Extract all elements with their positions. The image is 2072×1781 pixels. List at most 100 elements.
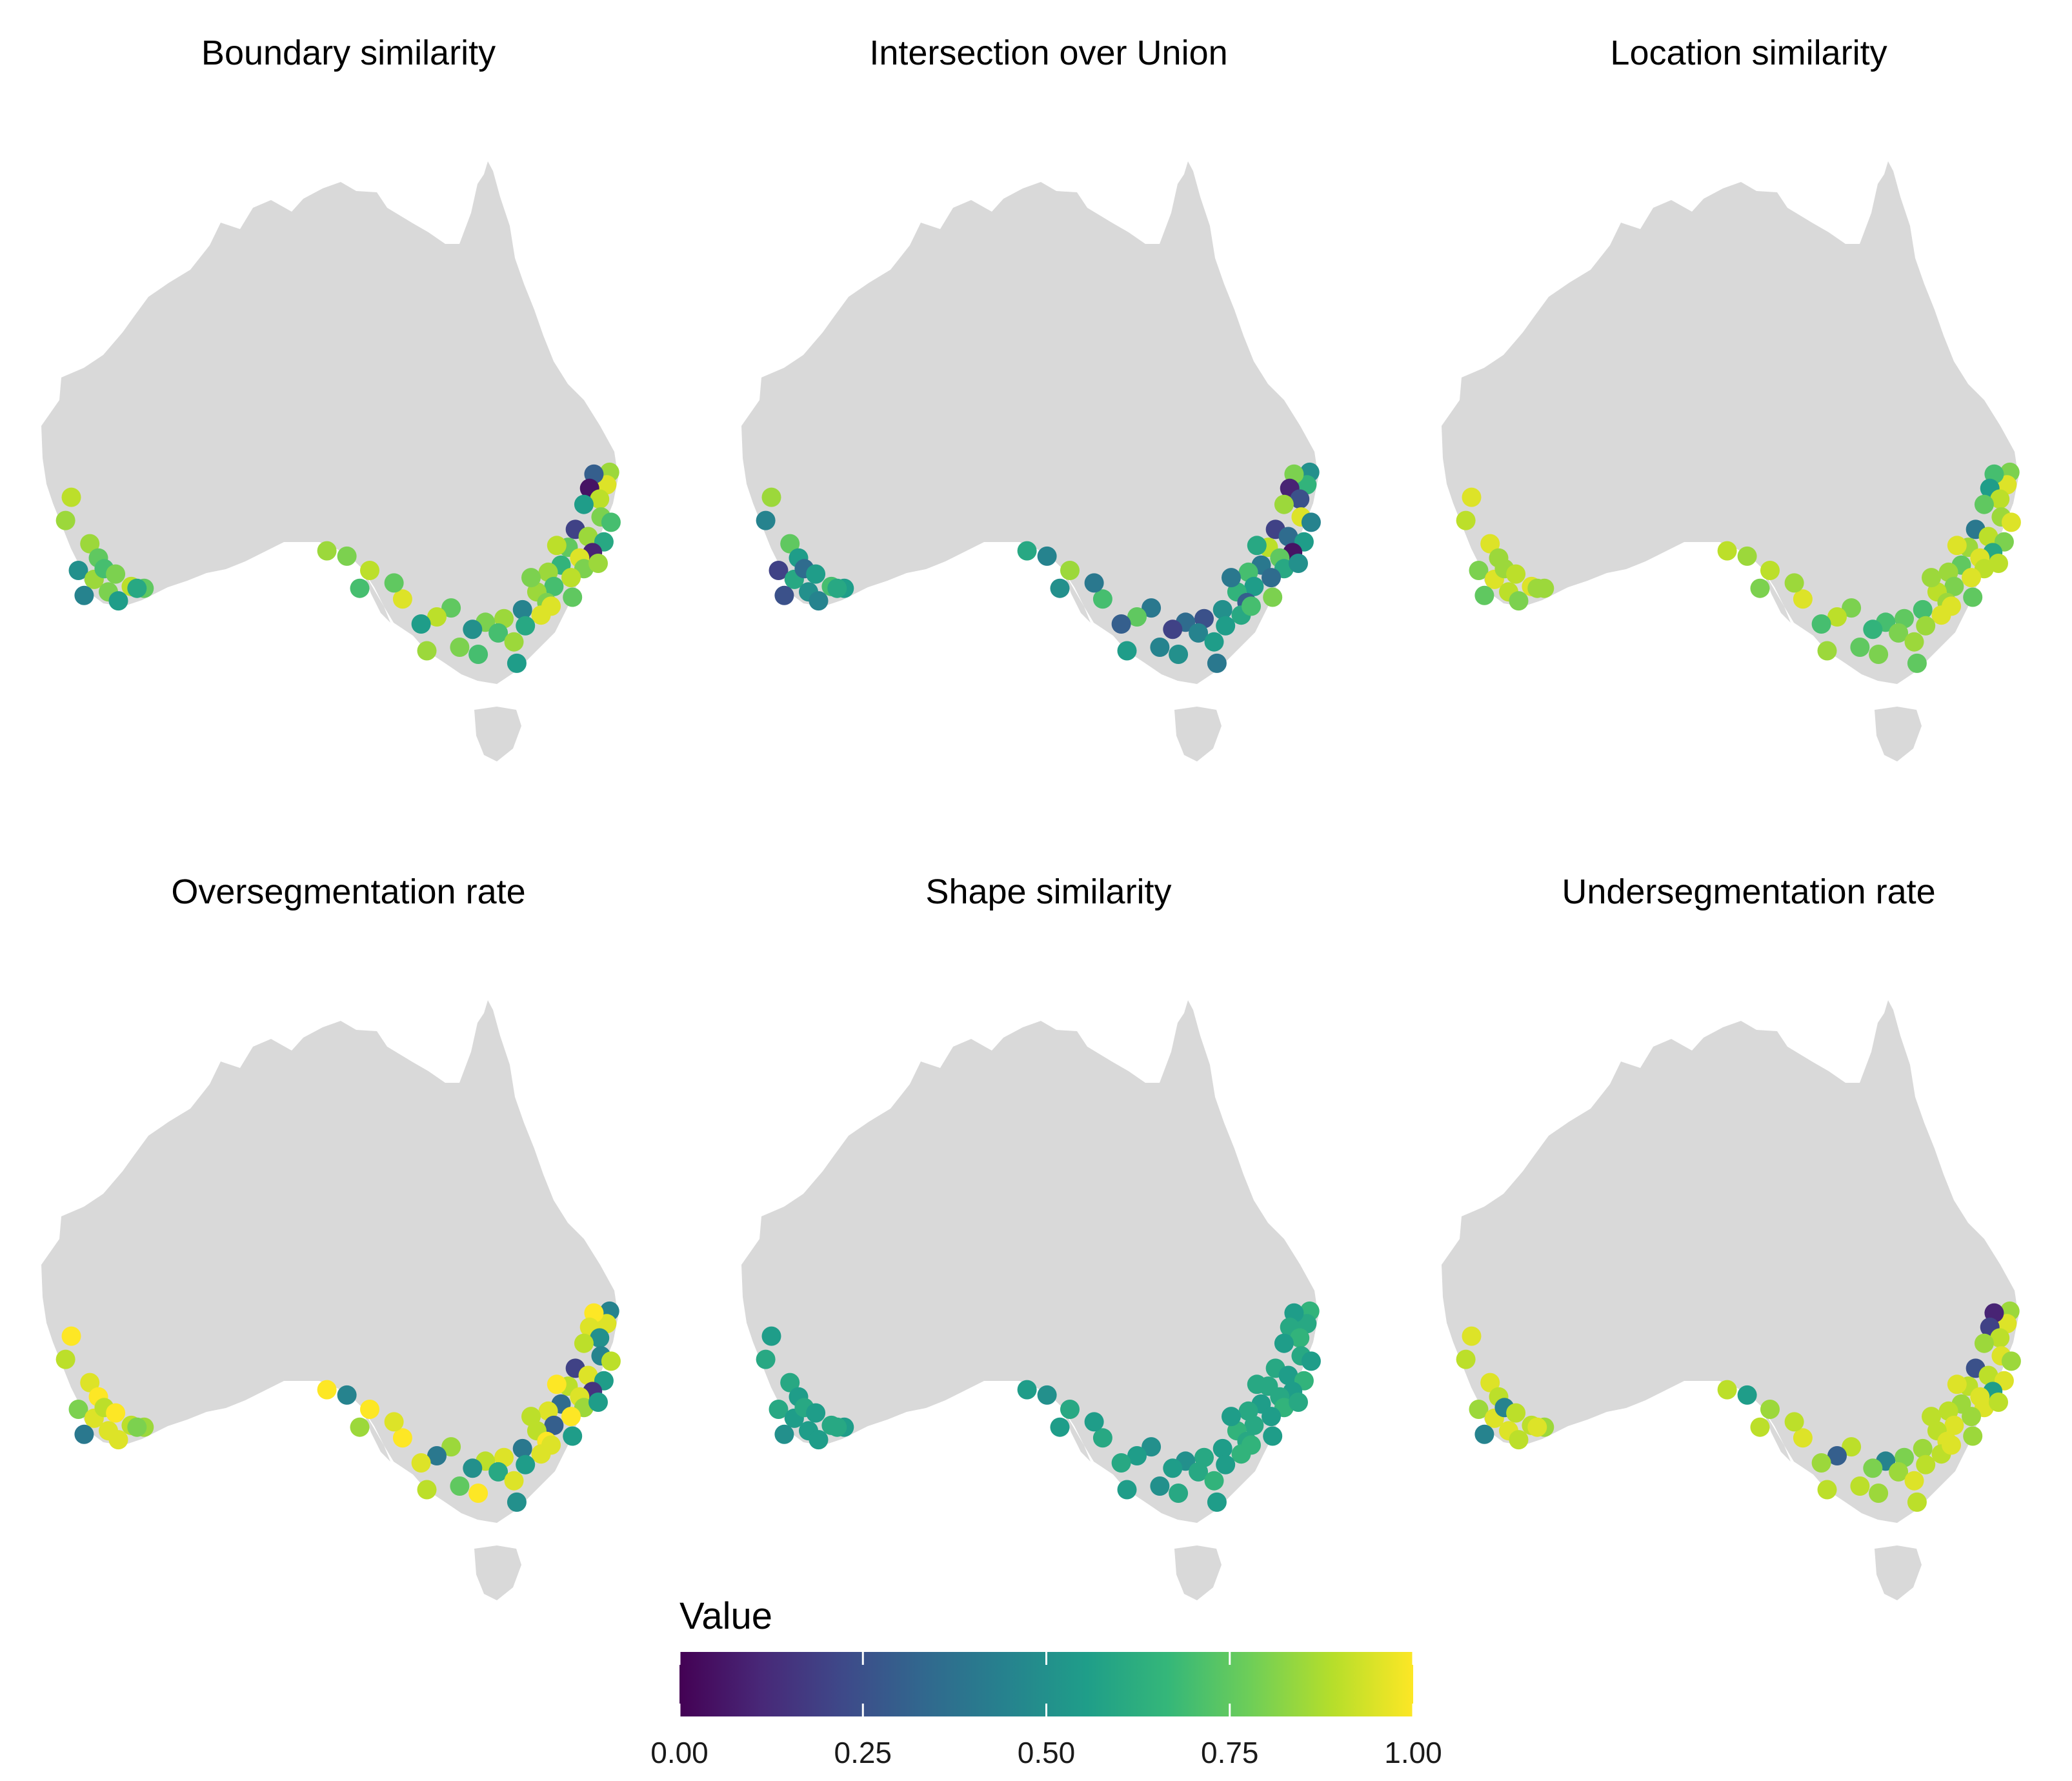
site-point — [1962, 1407, 1981, 1427]
site-point — [1509, 1430, 1529, 1450]
site-point — [1474, 585, 1494, 605]
site-point — [761, 1326, 781, 1346]
site-point — [1297, 475, 1317, 495]
site-point — [2001, 512, 2021, 532]
site-point — [1850, 638, 1870, 657]
legend-title: Value — [679, 1595, 772, 1637]
site-point — [337, 1385, 357, 1405]
site-point — [1212, 1438, 1232, 1458]
site-point — [541, 1435, 561, 1455]
site-point — [1784, 1412, 1804, 1432]
site-point — [574, 1333, 594, 1353]
site-point — [1189, 1462, 1209, 1482]
site-point — [1827, 607, 1847, 627]
map-panel: Location similarity — [1442, 34, 2021, 761]
site-point — [1962, 568, 1981, 588]
site-point — [809, 591, 829, 611]
site-point — [1050, 578, 1070, 598]
site-point — [1247, 536, 1267, 556]
site-point — [1150, 1476, 1170, 1496]
site-point — [488, 623, 508, 643]
site-point — [1793, 589, 1813, 609]
site-point — [61, 1326, 81, 1346]
site-point — [1111, 1453, 1131, 1473]
site-point — [1297, 1314, 1317, 1334]
site-point — [1111, 614, 1131, 634]
site-point — [68, 1400, 88, 1419]
site-point — [127, 578, 147, 598]
site-point — [1947, 536, 1967, 556]
site-point — [1163, 619, 1183, 639]
map-panel: Oversegmentation rate — [41, 872, 621, 1600]
site-point — [561, 568, 581, 588]
site-point — [597, 1314, 617, 1334]
site-point — [1163, 1458, 1183, 1478]
site-point — [1222, 568, 1241, 588]
site-point — [411, 1453, 431, 1473]
legend-tick-label: 0.25 — [834, 1736, 892, 1769]
site-point — [108, 1430, 128, 1450]
site-point — [806, 1403, 826, 1423]
site-point — [590, 489, 610, 509]
site-point — [55, 510, 75, 530]
site-point — [1889, 1462, 1909, 1482]
site-point — [1997, 475, 2017, 495]
site-point — [441, 1437, 461, 1457]
site-point — [504, 1471, 524, 1491]
site-point — [1017, 1380, 1037, 1400]
site-point — [1117, 641, 1137, 661]
site-point — [384, 1412, 404, 1432]
site-points — [1456, 462, 2021, 673]
site-point — [780, 534, 800, 554]
site-point — [521, 568, 541, 588]
site-point — [1784, 573, 1804, 593]
site-point — [1974, 1333, 1994, 1353]
site-point — [1242, 1435, 1261, 1455]
panel-title: Undersegmentation rate — [1562, 872, 1935, 911]
site-point — [1462, 487, 1482, 507]
site-point — [1942, 596, 1961, 616]
color-legend: Value 0.00 0.25 0.50 0.75 1.00 — [650, 1595, 1442, 1769]
site-point — [1142, 598, 1162, 618]
site-point — [1817, 1480, 1837, 1500]
site-point — [1944, 576, 1964, 596]
site-point — [1963, 587, 1983, 607]
site-point — [1263, 1426, 1283, 1446]
site-point — [1506, 1403, 1526, 1423]
site-point — [1289, 1393, 1308, 1412]
site-point — [1827, 1446, 1847, 1465]
site-point — [1922, 568, 1941, 588]
site-point — [1506, 564, 1526, 584]
site-point — [1263, 587, 1283, 607]
map-panel: Intersection over Union — [741, 34, 1321, 761]
site-point — [1916, 1454, 1936, 1474]
panel-title: Oversegmentation rate — [171, 872, 525, 911]
site-point — [1904, 1471, 1924, 1491]
site-point — [74, 585, 94, 605]
site-point — [106, 1403, 126, 1423]
site-point — [1142, 1437, 1162, 1457]
site-point — [1274, 1333, 1294, 1353]
site-point — [1469, 1400, 1489, 1419]
site-point — [1060, 1400, 1080, 1419]
site-point — [1127, 607, 1147, 627]
site-point — [127, 1417, 147, 1437]
site-point — [2001, 1351, 2021, 1371]
panels: Boundary similarity Intersection over Uni… — [41, 34, 2021, 1600]
site-points — [756, 462, 1321, 673]
site-point — [360, 1400, 379, 1419]
site-point — [588, 554, 608, 573]
site-point — [1092, 1428, 1112, 1448]
site-point — [68, 561, 88, 580]
site-point — [1244, 576, 1264, 596]
australia-landmass — [741, 161, 1318, 761]
site-point — [544, 576, 564, 596]
site-point — [512, 1438, 532, 1458]
site-point — [61, 487, 81, 507]
site-point — [317, 541, 337, 561]
site-point — [1037, 546, 1057, 566]
site-point — [106, 564, 126, 584]
site-point — [1989, 554, 2008, 573]
site-point — [1904, 632, 1924, 652]
site-point — [1850, 1476, 1870, 1496]
